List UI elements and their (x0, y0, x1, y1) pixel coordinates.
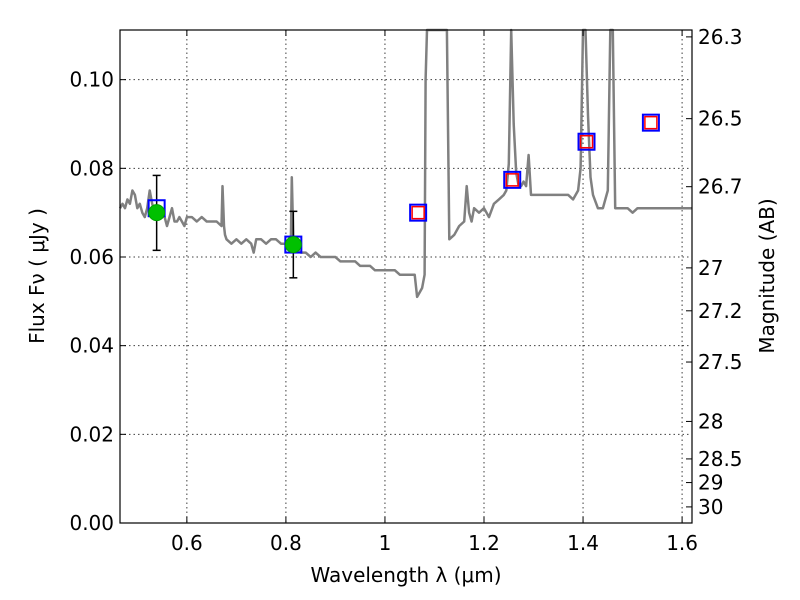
y2-tick-label: 28.5 (698, 447, 743, 471)
y2-tick-label: 26.3 (698, 25, 743, 49)
marker-layer (147, 113, 660, 279)
detection-point (284, 236, 302, 254)
x-tick-label: 0.8 (270, 531, 302, 555)
plot-frame (119, 29, 693, 524)
x-tick-label: 1 (379, 531, 392, 555)
x-tick-label: 1.2 (468, 531, 500, 555)
y-tick-label: 0.04 (69, 334, 114, 358)
y-tick-label: 0.06 (69, 245, 114, 269)
y-tick-label: 0.10 (69, 68, 114, 92)
x-tick-label: 1.4 (567, 531, 599, 555)
y2-tick-label: 29 (698, 471, 723, 495)
observed-square-marker (644, 115, 658, 130)
y2-tick-label: 28 (698, 409, 723, 433)
y-tick-label: 0.02 (69, 422, 114, 446)
x-tick-label: 1.6 (666, 531, 698, 555)
y-tick-label: 0.00 (69, 511, 114, 535)
y2-tick-label: 27.5 (698, 350, 743, 374)
y2-tick-label: 26.5 (698, 107, 743, 131)
y-axis-label: Flux Fν ( μJy ) (25, 208, 49, 344)
grid (120, 30, 692, 523)
x-tick-labels: 0.6 0.8 1 1.2 1.4 1.6 (171, 531, 698, 555)
x-tick-label: 0.6 (171, 531, 203, 555)
detection-point (148, 204, 166, 222)
model-square-marker (641, 113, 660, 132)
tick-layer (120, 30, 692, 524)
y2-tick-label: 30 (698, 495, 723, 519)
y2-tick-label: 27.2 (698, 299, 743, 323)
model-square-marker (409, 203, 428, 222)
observed-square-marker (505, 173, 519, 187)
model-square-marker (577, 132, 596, 151)
y-tick-labels: 0.00 0.02 0.04 0.06 0.08 0.10 (69, 68, 114, 535)
y2-axis-label: Magnitude (AB) (755, 198, 779, 353)
observed-square-marker (579, 134, 594, 149)
y2-tick-label: 27 (698, 256, 723, 280)
observed-square-marker (411, 205, 425, 220)
x-axis-label: Wavelength λ (μm) (310, 563, 501, 587)
model-square-marker (503, 170, 522, 189)
y2-tick-label: 26.7 (698, 175, 743, 199)
y-tick-label: 0.08 (69, 156, 114, 180)
